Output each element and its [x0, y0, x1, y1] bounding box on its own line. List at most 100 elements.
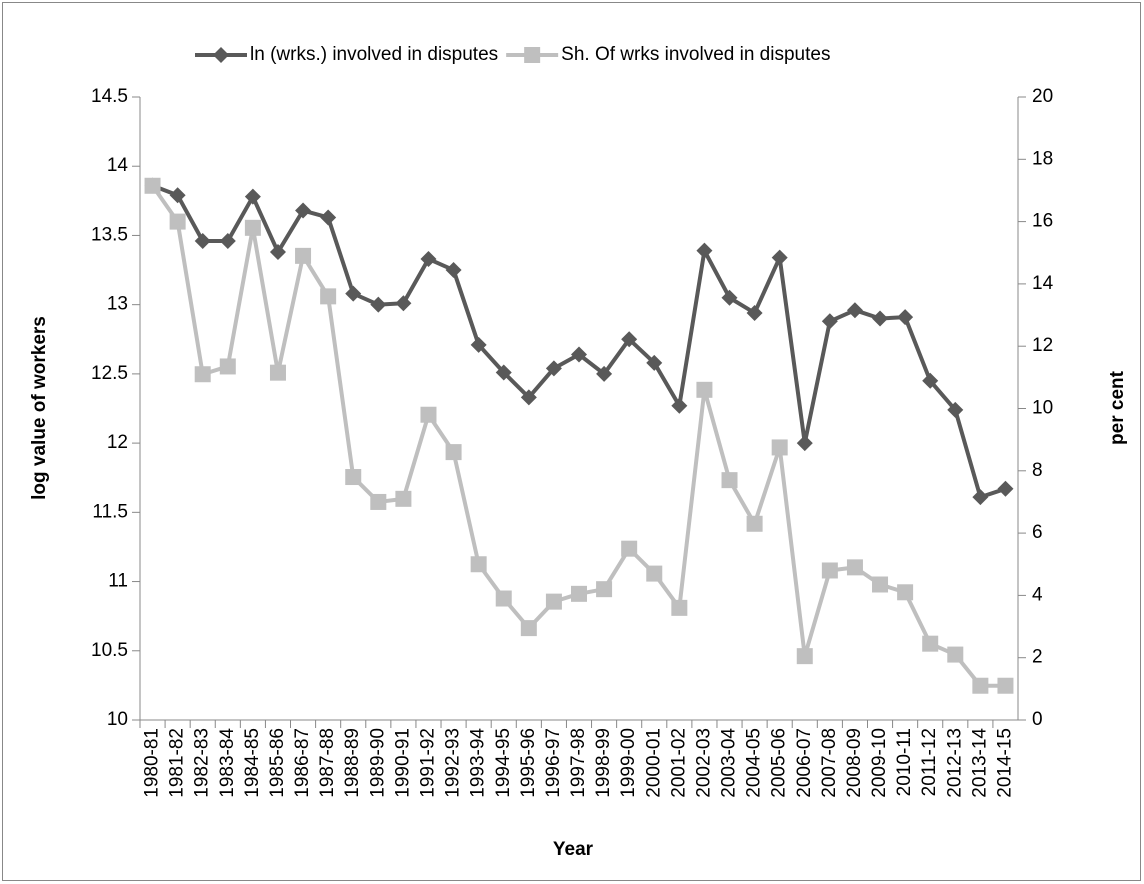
data-point: [194, 232, 211, 249]
data-point: [370, 493, 387, 510]
x-tick-label: 2003-04: [719, 728, 740, 798]
x-tick-label: 2009-10: [869, 728, 890, 798]
y2-tick-label: 16: [1032, 211, 1053, 232]
y-tick-label: 11: [108, 571, 128, 592]
data-point: [872, 576, 889, 593]
y2-tick-label: 4: [1032, 584, 1043, 605]
data-point: [470, 556, 487, 573]
x-tick-label: 2002-03: [693, 728, 714, 798]
data-point: [495, 364, 512, 381]
x-tick-label: 1997-98: [568, 728, 589, 798]
data-point: [194, 366, 211, 383]
x-tick-label: 1996-97: [543, 728, 564, 798]
y-axis-title: log value of workers: [29, 316, 50, 500]
data-point: [219, 358, 236, 375]
data-point: [244, 188, 261, 205]
data-point: [219, 232, 236, 249]
data-point: [345, 469, 362, 486]
data-point: [420, 250, 437, 267]
data-point: [169, 187, 186, 204]
x-tick-label: 2006-07: [794, 728, 815, 798]
data-point: [520, 389, 537, 406]
y2-tick-label: 12: [1032, 335, 1053, 356]
x-tick-label: 1985-86: [267, 728, 288, 798]
data-point: [596, 365, 613, 382]
y-tick-label: 13: [107, 294, 128, 315]
y-tick-label: 11.5: [92, 501, 128, 522]
x-tick-label: 1995-96: [518, 728, 539, 798]
x-tick-label: 1989-90: [367, 728, 388, 798]
data-point: [821, 313, 838, 330]
data-point: [420, 406, 437, 423]
data-point: [646, 565, 663, 582]
data-point: [922, 372, 939, 389]
data-point: [144, 177, 161, 194]
data-point: [269, 244, 286, 261]
data-point: [897, 584, 914, 601]
data-point: [571, 346, 587, 363]
y-tick-label: 10: [107, 709, 128, 730]
data-point: [646, 354, 663, 371]
data-point: [370, 296, 387, 313]
x-tick-label: 2012-13: [944, 728, 965, 798]
y2-tick-label: 18: [1032, 148, 1053, 169]
data-point: [395, 295, 412, 312]
x-tick-label: 1983-84: [217, 728, 238, 798]
data-point: [972, 677, 989, 694]
x-tick-label: 2010-11: [894, 728, 915, 796]
legend-marker: [524, 47, 541, 63]
x-tick-label: 1981-82: [167, 728, 188, 798]
y2-tick-label: 6: [1032, 522, 1043, 543]
data-point: [846, 302, 863, 319]
x-tick-label: 2011-12: [919, 728, 940, 796]
data-point: [721, 289, 738, 306]
x-tick-label: 1999-00: [618, 728, 639, 798]
data-point: [746, 515, 763, 532]
x-tick-label: 1990-91: [392, 728, 413, 798]
data-point: [470, 336, 487, 353]
data-point: [495, 590, 512, 607]
data-point: [320, 288, 337, 305]
legend-label: ln (wrks.) involved in disputes: [250, 44, 498, 65]
x-tick-label: 2001-02: [668, 728, 689, 798]
data-point: [947, 401, 964, 418]
x-tick-label: 1991-92: [418, 728, 439, 798]
y-tick-label: 13.5: [91, 224, 128, 245]
y2-tick-label: 2: [1032, 647, 1043, 668]
data-point: [571, 585, 587, 602]
data-point: [395, 490, 412, 507]
data-point: [545, 593, 562, 610]
y-tick-label: 12: [107, 432, 128, 453]
data-point: [621, 331, 638, 348]
x-tick-label: 1988-89: [342, 728, 363, 798]
data-point: [671, 599, 688, 616]
x-tick-label: 1982-83: [192, 728, 213, 798]
y2-tick-label: 20: [1032, 86, 1053, 107]
x-tick-label: 1980-81: [142, 728, 163, 798]
x-tick-label: 1992-93: [443, 728, 464, 798]
data-point: [295, 202, 312, 219]
data-point: [796, 648, 813, 665]
x-tick-label: 2013-14: [969, 728, 990, 798]
data-point: [244, 219, 261, 236]
data-point: [671, 397, 688, 414]
data-point: [771, 249, 788, 266]
data-point: [169, 213, 186, 230]
y-tick-label: 10.5: [91, 640, 128, 661]
data-point: [445, 444, 462, 461]
legend-label: Sh. Of wrks involved in disputes: [561, 44, 830, 65]
x-tick-label: 1984-85: [242, 728, 263, 798]
data-point: [721, 472, 738, 489]
data-point: [947, 646, 964, 663]
data-point: [545, 360, 562, 377]
data-point: [345, 285, 362, 302]
data-point: [696, 381, 713, 398]
data-point: [295, 247, 312, 264]
data-point: [445, 262, 462, 279]
y2-tick-label: 0: [1032, 709, 1043, 730]
data-point: [320, 209, 337, 226]
y2-tick-label: 10: [1032, 398, 1053, 419]
data-point: [997, 480, 1014, 497]
